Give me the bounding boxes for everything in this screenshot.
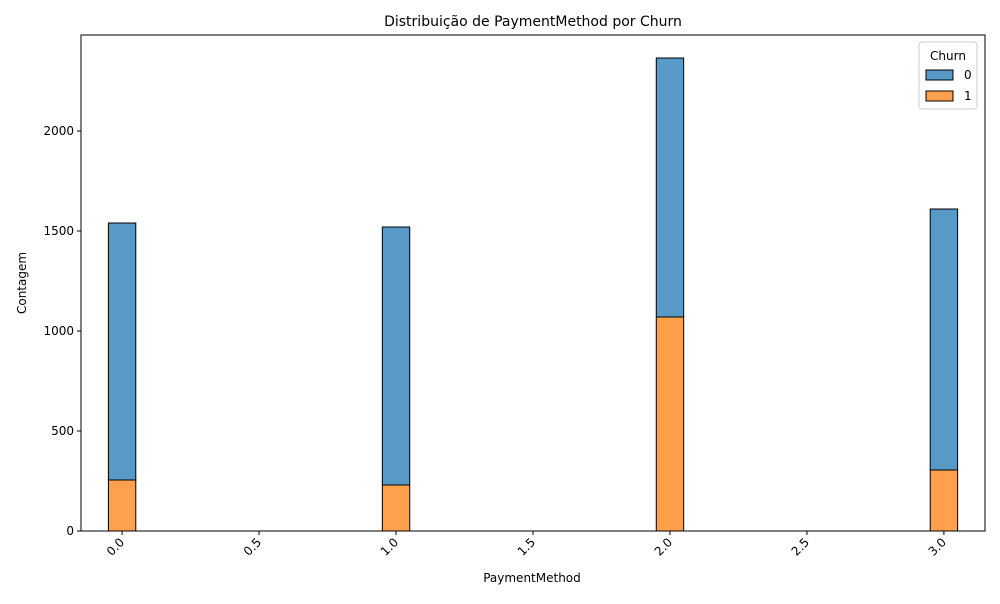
legend-items: 01 — [925, 68, 972, 103]
x-tick-label: 1.0 — [378, 535, 401, 558]
legend-label-churn-1: 1 — [964, 89, 972, 103]
y-axis-label: Contagem — [15, 252, 29, 314]
bars-layer — [81, 57, 985, 532]
x-tick-label: 2.5 — [789, 535, 812, 558]
legend-title: Churn — [930, 49, 966, 63]
chart-title: Distribuição de PaymentMethod por Churn — [384, 14, 682, 30]
x-axis-label: PaymentMethod — [483, 571, 581, 585]
bar-churn-1-segment — [381, 484, 411, 532]
bar-churn-0-segment — [107, 222, 137, 481]
x-tick-label: 0.0 — [104, 535, 127, 558]
legend-swatch-churn-0 — [925, 69, 954, 81]
x-tick-label: 2.0 — [652, 535, 675, 558]
bar-churn-1-segment — [107, 479, 137, 532]
legend-swatch-churn-1 — [925, 90, 954, 102]
y-tick-label: 1500 — [43, 224, 74, 238]
ticks-layer: 0.0 0.5 1.0 1.5 2.0 2.5 3.0 0 500 1000 1500 2000 — [43, 124, 949, 559]
bar-churn-0-segment — [655, 57, 685, 318]
y-tick-label: 500 — [51, 424, 74, 438]
x-tick-label: 3.0 — [926, 535, 949, 558]
x-tick-label: 1.5 — [515, 535, 538, 558]
bar-churn-1-segment — [655, 316, 685, 532]
legend: Churn 01 — [918, 41, 978, 110]
y-tick-label: 0 — [66, 524, 74, 538]
legend-label-churn-0: 0 — [964, 68, 972, 82]
plot-area-frame — [80, 34, 986, 532]
x-tick-label: 0.5 — [241, 535, 264, 558]
bar-churn-0-segment — [381, 226, 411, 486]
y-tick-label: 1000 — [43, 324, 74, 338]
y-tick-label: 2000 — [43, 124, 74, 138]
bar-churn-0-segment — [929, 208, 959, 471]
bar-churn-1-segment — [929, 469, 959, 532]
